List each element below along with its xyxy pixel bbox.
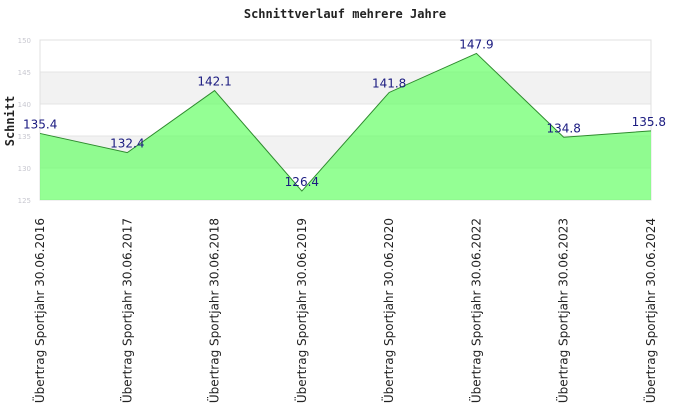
x-tick-label: Übertrag Sportjahr 30.06.2023: [555, 218, 571, 403]
x-tick-label: Übertrag Sportjahr 30.06.2022: [467, 218, 483, 403]
grid-band: [40, 40, 651, 72]
x-tick-label: Übertrag Sportjahr 30.06.2018: [206, 218, 222, 403]
data-label: 134.8: [547, 121, 581, 135]
data-label: 135.8: [632, 115, 666, 129]
y-axis-label: Schnitt: [3, 96, 17, 147]
data-label: 142.1: [197, 75, 231, 89]
x-tick-label: Übertrag Sportjahr 30.06.2019: [293, 218, 309, 403]
data-label: 126.4: [285, 175, 319, 189]
series-line: [39, 52, 652, 192]
grid-band: [40, 72, 651, 104]
y-tick-label: 125: [18, 197, 31, 205]
x-axis-ticks: Übertrag Sportjahr 30.06.2016 Übertrag Sp…: [31, 218, 658, 403]
data-label: 141.8: [372, 76, 406, 90]
data-label: 135.4: [23, 117, 57, 131]
y-tick-label: 150: [18, 37, 31, 45]
data-label: 147.9: [459, 37, 493, 51]
area-series: [39, 52, 652, 200]
y-tick-label: 130: [18, 165, 31, 173]
x-tick-label: Übertrag Sportjahr 30.06.2017: [118, 218, 134, 403]
area-fill: [40, 53, 651, 200]
chart-title: Schnittverlauf mehrere Jahre: [244, 7, 446, 21]
data-labels: 135.4 132.4 142.1 126.4 141.8 147.9 134.8 135.8: [23, 37, 666, 189]
x-tick-label: Übertrag Sportjahr 30.06.2016: [31, 218, 47, 403]
y-tick-label: 145: [18, 69, 31, 77]
data-label: 132.4: [110, 137, 144, 151]
y-axis-ticks: 125 130 135 140 145 150: [18, 37, 31, 205]
x-tick-label: Übertrag Sportjahr 30.06.2020: [380, 218, 396, 403]
y-tick-label: 135: [18, 133, 31, 141]
y-tick-label: 140: [18, 101, 31, 109]
x-tick-label: Übertrag Sportjahr 30.06.2024: [642, 218, 658, 403]
